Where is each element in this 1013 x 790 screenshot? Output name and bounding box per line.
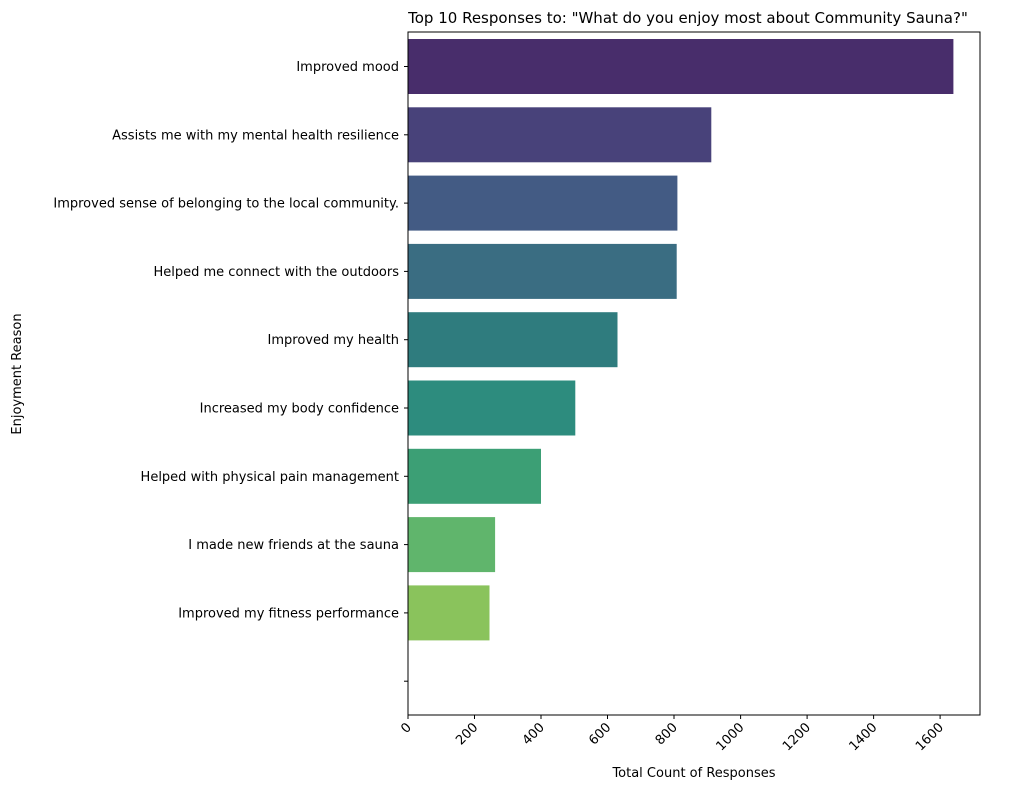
chart-title: Top 10 Responses to: "What do you enjoy … — [407, 9, 968, 27]
bar — [408, 448, 541, 504]
y-tick-label: Assists me with my mental health resilie… — [112, 128, 399, 143]
bar — [408, 243, 677, 299]
y-tick-label: I made new friends at the sauna — [188, 538, 399, 553]
x-tick-label: 1200 — [780, 720, 814, 754]
y-tick-label: Improved mood — [296, 60, 399, 75]
x-axis-label: Total Count of Responses — [611, 766, 775, 781]
y-tick-label: Improved my fitness performance — [178, 606, 399, 621]
x-ticks-layer: 0 200 400 600 800 1000 1200 1400 1600 — [398, 715, 947, 754]
plot-frame — [407, 31, 981, 716]
x-tick-label: 1000 — [713, 720, 747, 754]
y-tick-label: Increased my body confidence — [200, 402, 399, 417]
y-axis-label: Enjoyment Reason — [10, 313, 25, 434]
bar — [408, 585, 490, 641]
x-tick-label: 0 — [398, 720, 414, 736]
y-ticks-layer: Improved mood Assists me with my mental h… — [53, 60, 408, 682]
bar — [408, 39, 954, 94]
x-tick-label: 200 — [453, 720, 481, 748]
x-tick-label: 600 — [586, 720, 614, 748]
bar — [408, 175, 678, 231]
bar — [408, 107, 712, 163]
x-tick-label: 1600 — [913, 720, 947, 754]
bars-layer — [408, 39, 954, 641]
y-tick-label: Helped with physical pain management — [141, 470, 399, 485]
bar — [408, 517, 496, 573]
x-tick-label: 400 — [520, 720, 548, 748]
x-tick-label: 800 — [653, 720, 681, 748]
bar — [408, 312, 618, 368]
y-tick-label: Improved my health — [268, 333, 399, 348]
y-tick-label: Improved sense of belonging to the local… — [53, 197, 399, 212]
x-tick-label: 1400 — [846, 720, 880, 754]
y-tick-label: Helped me connect with the outdoors — [153, 265, 399, 280]
bar — [408, 380, 576, 436]
